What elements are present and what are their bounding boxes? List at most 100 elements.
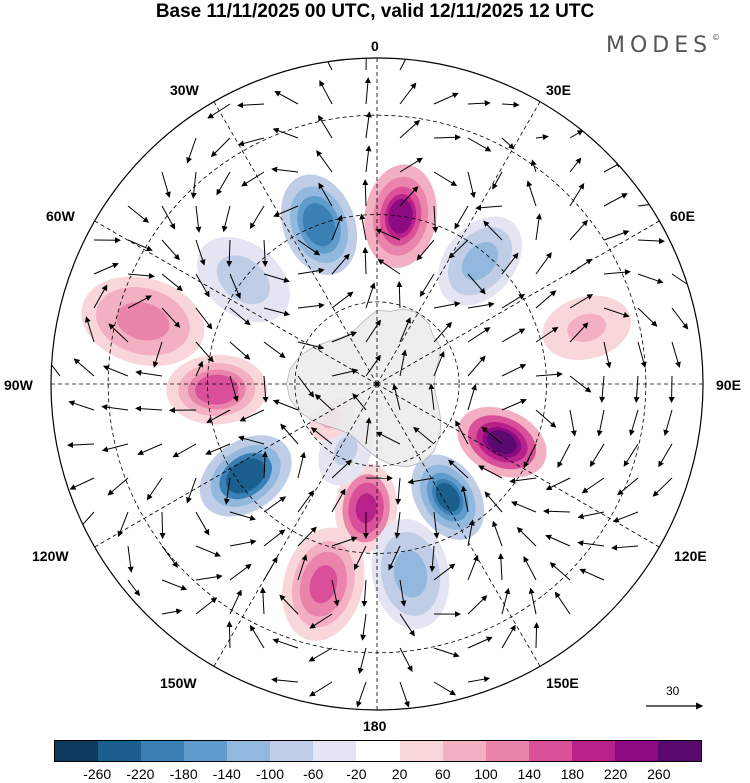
wind-arrow — [259, 587, 266, 615]
wind-arrow — [492, 171, 503, 190]
meridian-line — [376, 383, 541, 667]
wind-arrow — [501, 293, 526, 309]
wind-arrow — [331, 459, 352, 479]
colorbar-tick-label: -140 — [212, 766, 241, 782]
wind-arrow — [359, 213, 367, 241]
colorbar-tick-label: 260 — [647, 766, 671, 782]
wind-arrow — [461, 485, 469, 513]
wind-arrow — [161, 579, 188, 591]
wind-arrow — [272, 127, 299, 139]
colorbar-tick-label: 100 — [474, 766, 498, 782]
wind-arrow — [467, 384, 477, 411]
wind-arrow — [206, 409, 231, 423]
wind-arrow — [51, 354, 61, 377]
colorbar-segment — [657, 741, 701, 761]
wind-arrow — [161, 205, 176, 230]
meridian-line — [213, 101, 378, 385]
wind-arrow — [195, 273, 210, 298]
wind-arrow — [448, 459, 469, 479]
wind-arrow — [526, 180, 537, 207]
wind-arrow — [263, 273, 290, 283]
wind-arrow — [297, 267, 325, 275]
colorbar-tick-label: -20 — [346, 766, 367, 782]
wind-arrow — [365, 282, 376, 309]
wind-arrow — [603, 341, 612, 369]
wind-arrow — [433, 350, 445, 377]
anomaly-contour — [306, 207, 332, 242]
wind-arrow — [433, 92, 459, 105]
wind-arrow — [159, 511, 166, 539]
wind-arrow — [239, 409, 265, 422]
colorbar-segment — [571, 741, 615, 761]
wind-arrow — [535, 290, 557, 309]
wind-arrow — [107, 477, 129, 496]
wind-arrow — [93, 262, 119, 275]
anomaly-contour — [309, 565, 338, 604]
wind-arrow — [569, 183, 585, 207]
wind-arrow — [186, 137, 197, 164]
colorbar-tick-label: -60 — [303, 766, 324, 782]
wind-arrow — [331, 214, 343, 241]
wind-arrow — [331, 291, 354, 309]
wind-arrow — [535, 409, 557, 428]
wind-arrow — [365, 145, 372, 173]
wind-arrow — [67, 442, 95, 449]
wind-arrow — [127, 579, 141, 597]
wind-arrow — [569, 294, 594, 309]
wind-arrow — [501, 364, 527, 377]
wind-arrow — [399, 681, 410, 708]
anomaly-negative-170E — [371, 518, 450, 629]
wind-arrow — [318, 182, 333, 207]
wind-arrow — [263, 496, 286, 513]
wind-arrow — [101, 404, 129, 411]
south-pole-marker — [375, 382, 379, 386]
wind-arrow — [297, 526, 317, 547]
wind-arrow — [569, 130, 584, 139]
wind-arrow — [392, 383, 401, 411]
wind-arrow — [353, 545, 367, 571]
wind-arrow — [599, 375, 606, 403]
wind-arrow — [663, 409, 673, 436]
wind-arrow — [533, 622, 540, 649]
colorbar-tick-label: -260 — [83, 766, 112, 782]
wind-arrow — [365, 417, 372, 445]
wind-arrow — [229, 511, 256, 521]
wind-arrow — [127, 295, 152, 309]
wind-arrow — [671, 341, 681, 368]
wind-arrow — [467, 137, 492, 152]
wind-arrow — [399, 579, 407, 607]
wind-arrow — [545, 534, 571, 547]
wind-arrow — [433, 563, 456, 581]
wind-arrow — [309, 681, 333, 697]
wind-arrow — [577, 511, 605, 520]
wind-arrow — [637, 307, 658, 327]
wind-arrow — [501, 624, 516, 649]
wind-arrow — [365, 354, 381, 377]
wind-arrow — [263, 529, 286, 547]
wind-arrow — [161, 171, 171, 198]
wind-arrow — [297, 341, 325, 350]
colorbar-segment — [55, 741, 99, 761]
wind-arrow — [237, 435, 265, 445]
wind-arrow — [557, 443, 571, 468]
wind-arrow — [195, 205, 202, 233]
wind-arrow — [172, 443, 197, 458]
wind-vectors — [51, 58, 695, 708]
wind-arrow — [216, 171, 231, 196]
wind-arrow — [195, 597, 218, 615]
wind-arrow — [416, 239, 435, 261]
wind-arrow — [316, 150, 333, 173]
wind-arrow — [229, 563, 252, 581]
wind-arrow — [272, 399, 299, 411]
wind-arrow — [365, 58, 368, 71]
wind-arrow — [501, 328, 526, 343]
colorbar-segment — [485, 741, 529, 761]
wind-arrow — [357, 647, 367, 675]
wind-arrow — [530, 159, 537, 173]
wind-arrow — [309, 613, 333, 629]
wind-arrow — [271, 166, 299, 173]
wind-arrow — [399, 647, 413, 672]
wind-arrow — [535, 134, 549, 141]
wind-arrow — [127, 239, 153, 252]
